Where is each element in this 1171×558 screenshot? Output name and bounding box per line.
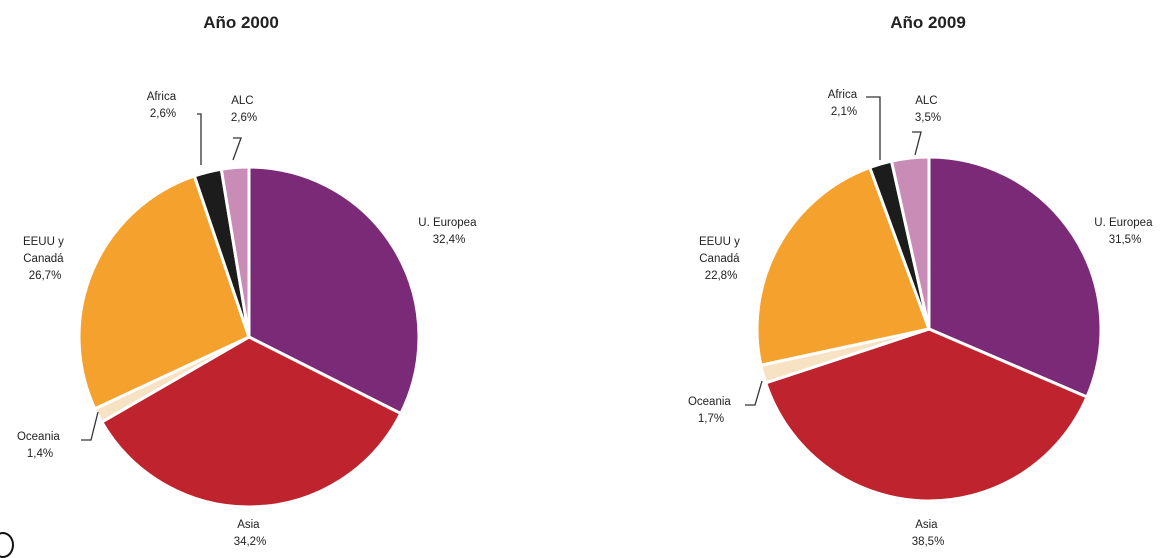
label-africa-2000-name: Africa <box>147 91 177 103</box>
chart-title-2000: Año 2000 <box>203 13 279 32</box>
label-africa-2000: Africa 2,6% <box>147 91 180 120</box>
label-alc-2009-name: ALC <box>915 95 937 107</box>
leader-alc-2000 <box>232 137 242 161</box>
label-eeuu-2000: EEUU y Canadá 26,7% <box>23 236 67 282</box>
label-eeuu-2000-value: 26,7% <box>29 270 62 282</box>
slice-ue-2009 <box>927 155 1103 399</box>
slice-eeuu-2000 <box>77 174 251 411</box>
label-eeuu-2009-name-2: Canadá <box>699 253 740 265</box>
label-asia-2009-value: 38,5% <box>912 536 945 548</box>
label-ue-2000: U. Europea 32,4% <box>418 217 479 246</box>
leader-alc-2009 <box>912 131 922 156</box>
pie-chart-2000: Año 2000 U. Europea 32,4% Asia 34,2% Oce… <box>17 13 479 548</box>
label-asia-2009-name: Asia <box>915 519 938 531</box>
label-ue-2009-name: U. Europea <box>1094 217 1153 229</box>
label-alc-2009-value: 3,5% <box>915 112 941 124</box>
label-africa-2009: Africa 2,1% <box>828 89 861 118</box>
label-eeuu-2009-value: 22,8% <box>705 270 738 282</box>
slice-ue-2000 <box>247 165 421 416</box>
label-ue-2009: U. Europea 31,5% <box>1094 217 1155 246</box>
leader-lines-2009 <box>745 96 922 406</box>
label-alc-2000-value: 2,6% <box>231 112 257 124</box>
pie-slices-2009 <box>755 155 1103 503</box>
label-ue-2009-value: 31,5% <box>1109 234 1142 246</box>
label-oceania-2009: Oceania 1,7% <box>688 396 734 425</box>
chart-title-2009: Año 2009 <box>890 13 966 32</box>
slice-labels-2000: U. Europea 32,4% Asia 34,2% Oceania 1,4%… <box>17 91 479 548</box>
slice-asia-2009 <box>763 327 1089 503</box>
leader-africa-2000 <box>197 113 202 165</box>
label-alc-2000: ALC 2,6% <box>231 95 257 124</box>
label-asia-2009: Asia 38,5% <box>912 519 945 548</box>
slice-eeuu-2009 <box>755 165 932 367</box>
label-asia-2000-value: 34,2% <box>234 536 267 548</box>
leader-africa-2009 <box>866 96 881 160</box>
slice-alc-2000 <box>219 165 251 338</box>
slice-labels-2009: U. Europea 31,5% Asia 38,5% Oceania 1,7%… <box>688 89 1155 548</box>
label-eeuu-2000-name-1: EEUU y <box>23 236 64 248</box>
label-oceania-2009-value: 1,7% <box>698 413 724 425</box>
label-oceania-2000-name: Oceania <box>17 431 60 443</box>
label-africa-2000-value: 2,6% <box>150 108 176 120</box>
label-oceania-2009-name: Oceania <box>688 396 731 408</box>
slice-alc-2009 <box>889 155 931 330</box>
label-oceania-2000-value: 1,4% <box>27 448 53 460</box>
label-alc-2009: ALC 3,5% <box>915 95 941 124</box>
leader-oceania-2009 <box>745 380 763 406</box>
leader-oceania-2000 <box>81 411 99 441</box>
label-ue-2000-value: 32,4% <box>433 234 466 246</box>
pie-slices-2000 <box>77 165 421 509</box>
label-eeuu-2000-name-2: Canadá <box>23 253 64 265</box>
leader-lines-2000 <box>81 113 242 441</box>
label-oceania-2000: Oceania 1,4% <box>17 431 63 460</box>
label-asia-2000: Asia 34,2% <box>234 519 267 548</box>
label-eeuu-2009: EEUU y Canadá 22,8% <box>699 236 743 282</box>
label-asia-2000-name: Asia <box>237 519 260 531</box>
pie-chart-2009: Año 2009 U. Europea 31,5% Asia 38,5% Oce… <box>688 13 1155 548</box>
label-ue-2000-name: U. Europea <box>418 217 477 229</box>
label-africa-2009-name: Africa <box>828 89 858 101</box>
label-eeuu-2009-name-1: EEUU y <box>699 236 740 248</box>
label-alc-2000-name: ALC <box>231 95 253 107</box>
label-africa-2009-value: 2,1% <box>831 106 857 118</box>
